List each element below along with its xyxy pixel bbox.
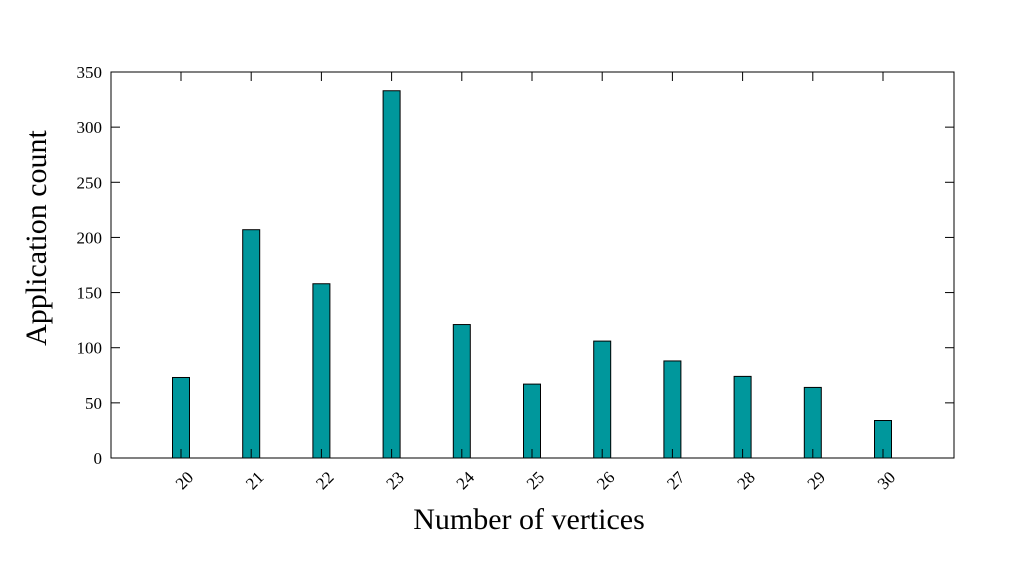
y-tick-label: 0: [94, 449, 103, 468]
x-tick-label: 24: [453, 467, 479, 493]
bar-22: [312, 283, 331, 459]
x-tick-label: 27: [663, 467, 689, 493]
bar-20: [172, 376, 190, 459]
y-tick-label: 250: [77, 173, 103, 192]
x-tick-label: 30: [874, 468, 899, 493]
bar-21: [242, 229, 261, 459]
y-tick-label: 50: [85, 394, 102, 413]
y-axis: 0 50 100 150 200 250 300 350: [77, 63, 954, 468]
x-tick-label: 28: [733, 468, 758, 493]
x-tick-label: 21: [242, 468, 267, 493]
bar-27: [663, 360, 682, 459]
y-tick-label: 350: [77, 63, 103, 82]
x-axis-title: Number of vertices: [413, 503, 645, 536]
bar-24: [452, 324, 471, 459]
x-tick-label: 23: [382, 468, 407, 493]
bar-29: [803, 386, 822, 459]
bar-23: [382, 90, 401, 459]
x-tick-label: 22: [312, 468, 337, 493]
y-tick-label: 300: [77, 118, 103, 137]
bar-26: [593, 340, 612, 459]
bar-25: [523, 383, 541, 459]
x-tick-label: 20: [172, 468, 197, 493]
y-tick-label: 200: [77, 228, 103, 247]
y-axis-title: Application count: [20, 129, 53, 345]
bar-28: [733, 375, 752, 459]
bars: [172, 90, 892, 459]
x-tick-label: 26: [593, 468, 618, 493]
y-tick-label: 150: [77, 284, 103, 303]
y-tick-label: 100: [77, 339, 103, 358]
x-tick-label: 29: [804, 468, 829, 493]
x-tick-label: 25: [523, 468, 548, 493]
